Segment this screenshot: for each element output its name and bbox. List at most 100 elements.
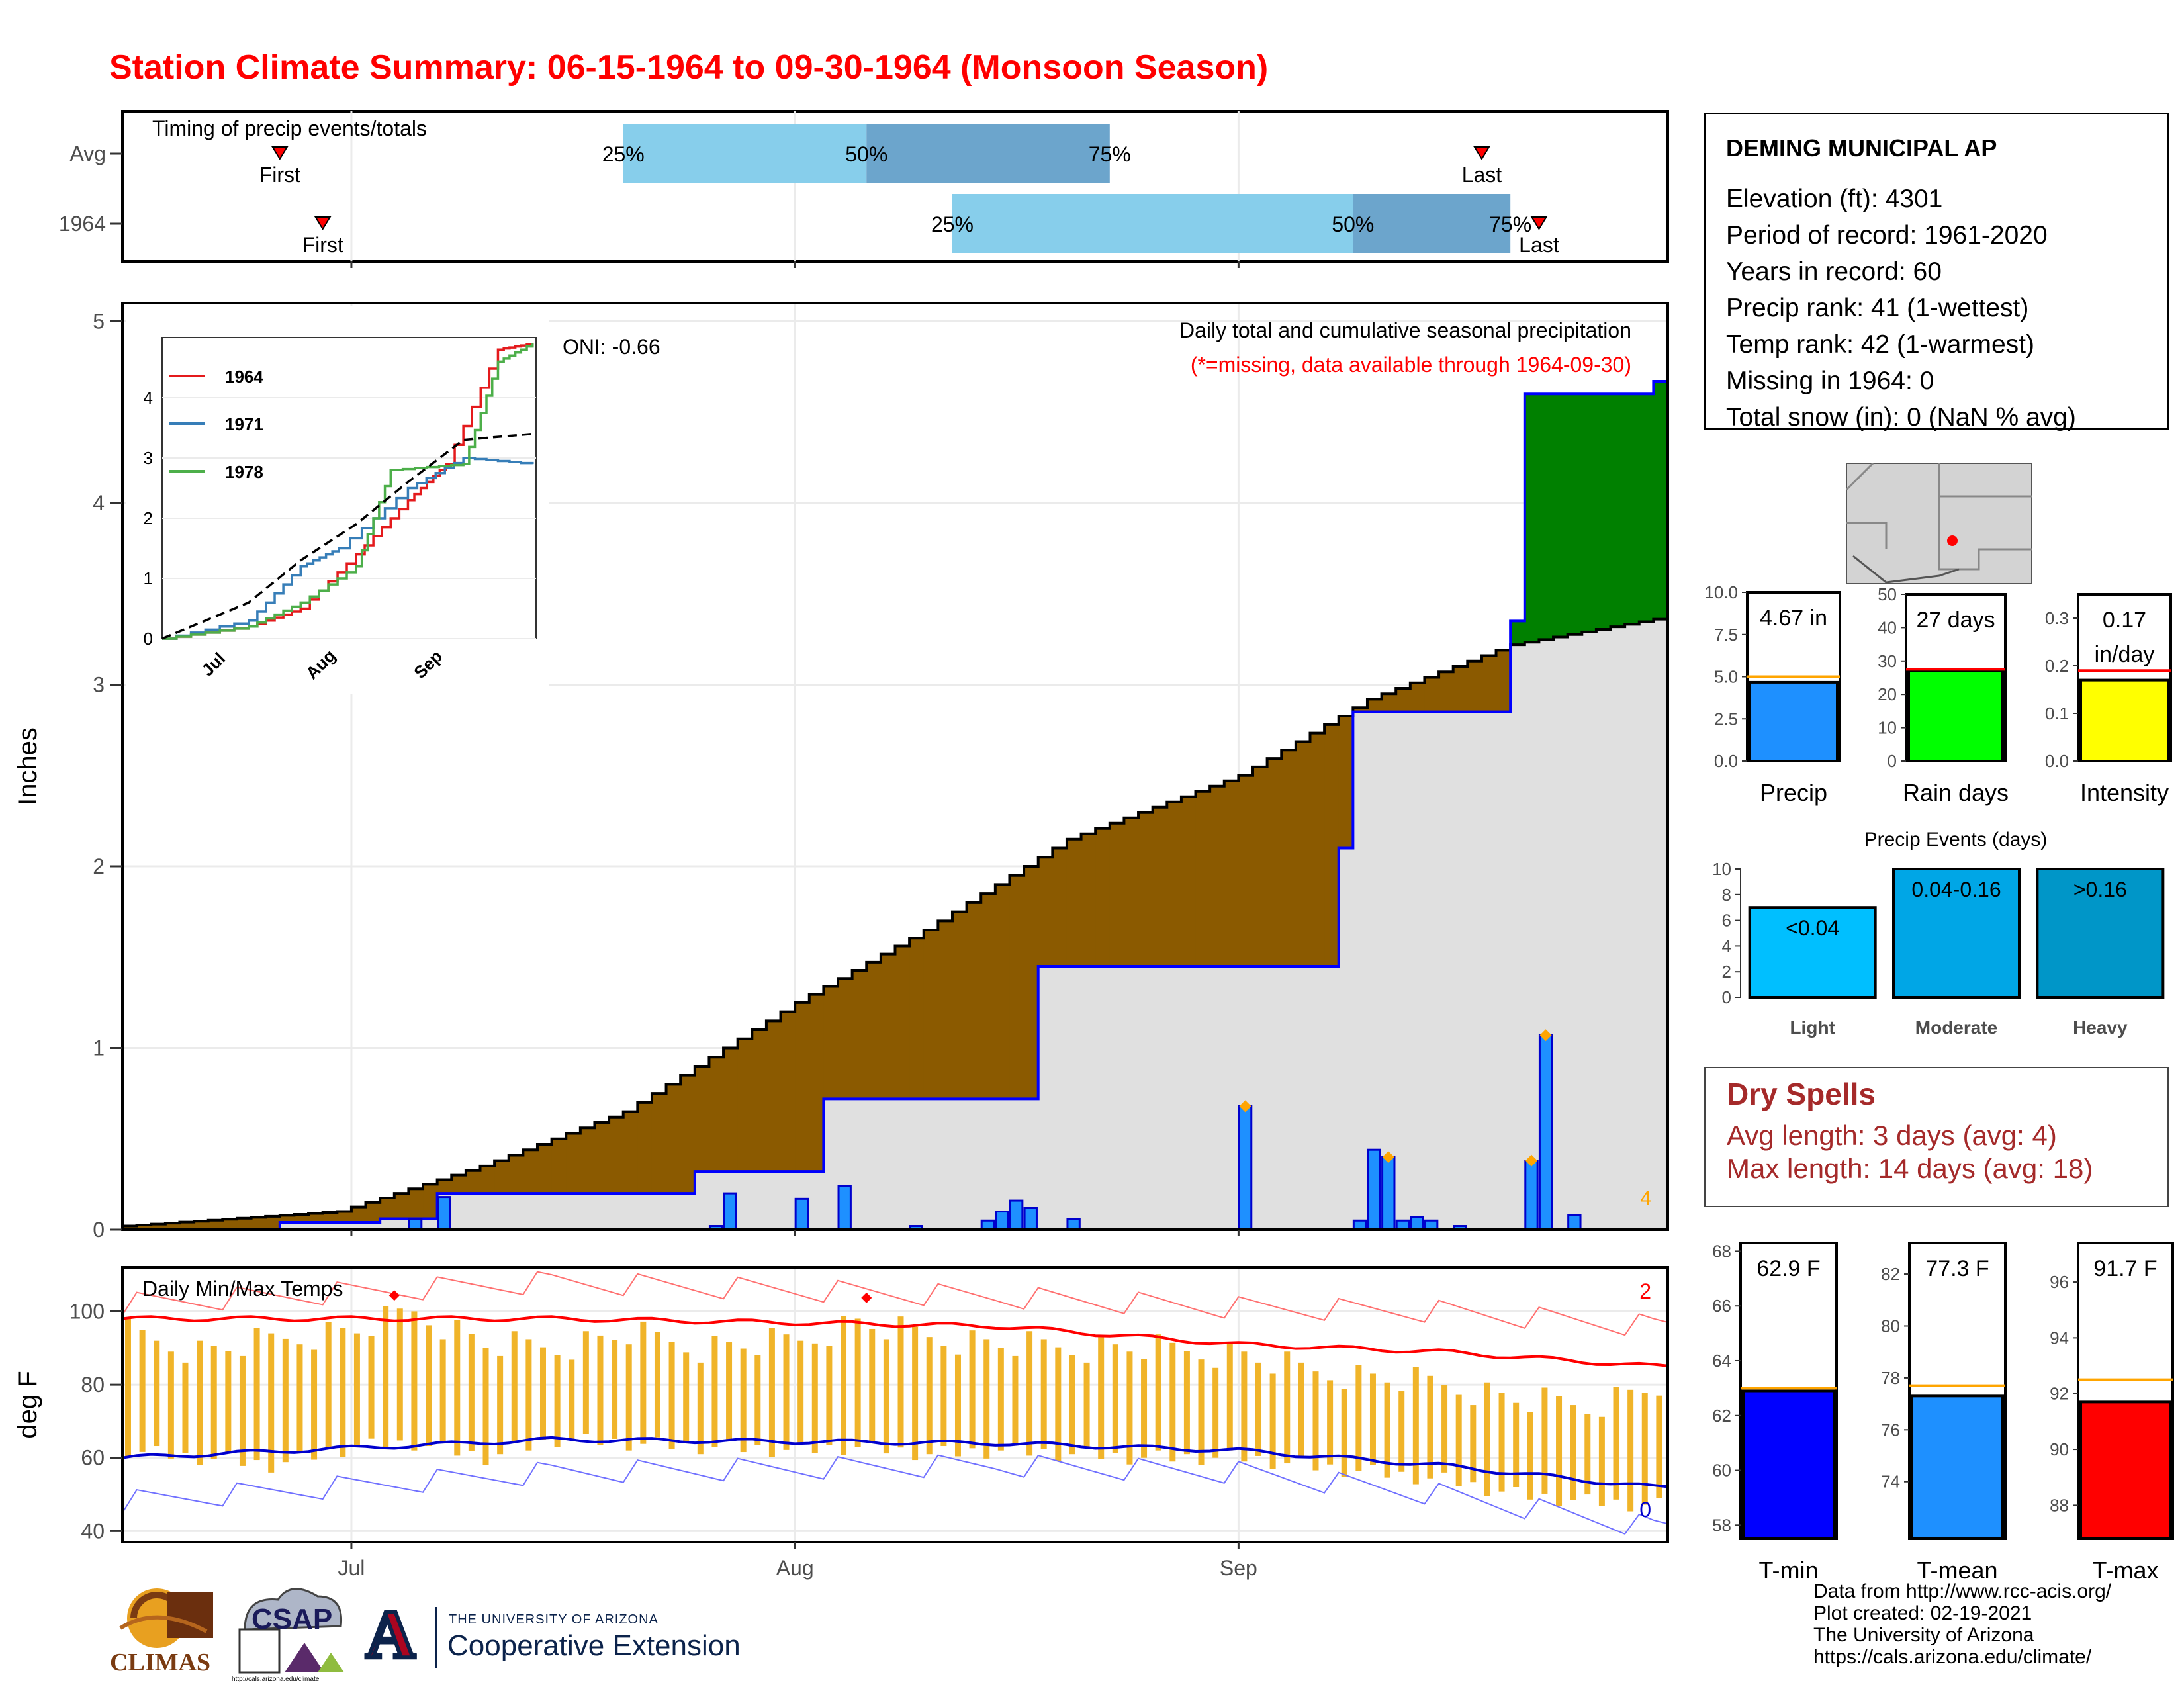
daily-temp-range-bar — [426, 1325, 432, 1447]
deficit-segment — [437, 1179, 452, 1194]
surplus-segment — [1524, 394, 1540, 643]
deficit-segment — [1024, 866, 1039, 1099]
daily-temp-range-bar — [1498, 1393, 1505, 1492]
daily-temp-range-bar — [1226, 1343, 1233, 1451]
extreme-day-marker-icon — [1239, 1100, 1251, 1113]
daily-temp-range-bar — [539, 1347, 546, 1440]
daily-temp-range-bar — [740, 1348, 747, 1453]
summary-value-label: 91.7 F — [2093, 1256, 2157, 1281]
summary-bar — [2079, 678, 2169, 762]
inset-legend-label: 1978 — [225, 462, 263, 482]
summary-y-tick-label: 30 — [1878, 651, 1897, 671]
extreme-day-marker-icon — [1382, 1151, 1394, 1164]
timing-q50-q75-bar — [866, 124, 1110, 183]
daily-temp-range-bar — [125, 1318, 131, 1458]
deficit-segment — [1224, 780, 1239, 966]
daily-temp-range-bar — [612, 1340, 618, 1439]
deficit-segment — [823, 986, 839, 1099]
summary-y-tick-label: 0.0 — [1714, 751, 1738, 771]
inset-series-1971 — [162, 457, 534, 640]
daily-temp-range-bar — [1055, 1347, 1062, 1461]
deficit-segment — [1109, 823, 1125, 966]
deficit-segment — [337, 1211, 352, 1223]
deficit-segment — [1052, 848, 1068, 966]
deficit-segment — [1167, 801, 1182, 966]
summary-y-tick-label: 5.0 — [1714, 667, 1738, 687]
timing-first-label: First — [259, 163, 300, 187]
daily-temp-range-bar — [969, 1330, 976, 1449]
deficit-segment — [981, 893, 996, 1099]
deficit-segment — [1367, 699, 1383, 712]
daily-temp-range-bar — [497, 1355, 504, 1455]
deficit-segment — [1338, 716, 1353, 848]
events-y-tick-label: 10 — [1712, 859, 1731, 879]
deficit-segment — [208, 1220, 223, 1230]
daily-temp-range-bar — [912, 1326, 919, 1461]
daily-temp-range-bar — [1212, 1367, 1219, 1458]
daily-temp-range-bar — [1298, 1362, 1304, 1458]
precip-y-tick-label: 4 — [93, 491, 105, 515]
climatology-line — [122, 617, 1668, 1228]
deficit-segment — [136, 1225, 152, 1230]
climas-emblem-icon — [119, 1588, 213, 1648]
daily-temp-range-bar — [1312, 1371, 1319, 1471]
temps-label: Daily Min/Max Temps — [142, 1277, 343, 1301]
timing-first-label: First — [302, 233, 343, 257]
summary-bar — [1907, 669, 2004, 762]
temps-x-tick-label: Sep — [1220, 1556, 1257, 1580]
daily-temp-range-bar — [1613, 1387, 1619, 1500]
inset-series-avg — [161, 432, 533, 640]
deficit-segment — [709, 1057, 724, 1172]
timing-q50-label: 50% — [1332, 212, 1374, 236]
summary-y-tick-label: 94 — [2050, 1328, 2069, 1348]
daily-temp-range-bar — [1584, 1414, 1591, 1495]
deficit-segment — [1353, 708, 1368, 712]
deficit-segment — [737, 1038, 752, 1172]
deficit-segment — [1095, 828, 1111, 966]
daily-temp-range-bar — [439, 1339, 446, 1442]
footer-credits: Data from http://www.rcc-acis.org/Plot c… — [1813, 1580, 2111, 1668]
csap-url: http://cals.arizona.edu/climate — [232, 1676, 320, 1683]
deficit-segment — [1295, 741, 1311, 966]
temps-bg — [122, 1267, 1668, 1542]
daily-temp-range-bar — [1098, 1337, 1105, 1459]
temps-y-axis-label: deg F — [13, 1371, 42, 1438]
deficit-segment — [451, 1175, 467, 1194]
summary-y-tick-label: 90 — [2050, 1440, 2069, 1459]
station-line: Period of record: 1961-2020 — [1726, 221, 2048, 250]
deficit-segment — [694, 1066, 710, 1172]
temps-y-tick-label: 100 — [69, 1299, 105, 1323]
deficit-segment — [1467, 661, 1482, 712]
daily-temp-range-bar — [826, 1346, 833, 1445]
footer-line: The University of Arizona — [1813, 1624, 2034, 1646]
deficit-segment — [666, 1084, 681, 1194]
ua-a-icon: A — [363, 1596, 417, 1672]
event-bar — [1892, 868, 2021, 999]
temps-y-tick-label: 40 — [81, 1519, 105, 1543]
daily-temp-range-bar — [1527, 1412, 1533, 1500]
deficit-segment — [952, 911, 968, 1099]
daily-temp-range-bar — [1083, 1362, 1090, 1448]
deficit-segment — [1195, 791, 1210, 966]
event-bar — [2036, 868, 2165, 999]
deficit-segment — [995, 884, 1011, 1099]
daily-temp-range-bar — [883, 1339, 889, 1454]
summary-y-tick-label: 50 — [1878, 584, 1897, 604]
daily-temp-range-bar — [411, 1311, 418, 1451]
surplus-segment — [1539, 394, 1554, 640]
timing-q25-label: 25% — [931, 212, 974, 236]
event-bar-label: <0.04 — [1786, 916, 1839, 940]
extreme-day-marker-icon — [1539, 1029, 1552, 1042]
temps-panel: 40 60 80 100 Jul Aug Sep deg F Daily Min/Max Tem… — [13, 1266, 1669, 1580]
timing-last-label: Last — [1519, 233, 1559, 257]
first-marker-icon — [314, 216, 332, 230]
deficit-segment — [780, 1011, 796, 1172]
deficit-segment — [194, 1221, 209, 1230]
surplus-segment — [1596, 394, 1612, 630]
deficit-segment — [236, 1218, 252, 1230]
deficit-segment — [1439, 672, 1454, 712]
deficit-segment — [1453, 666, 1468, 712]
station-name: DEMING MUNICIPAL AP — [1726, 134, 1997, 161]
surplus-segment — [1510, 621, 1525, 645]
